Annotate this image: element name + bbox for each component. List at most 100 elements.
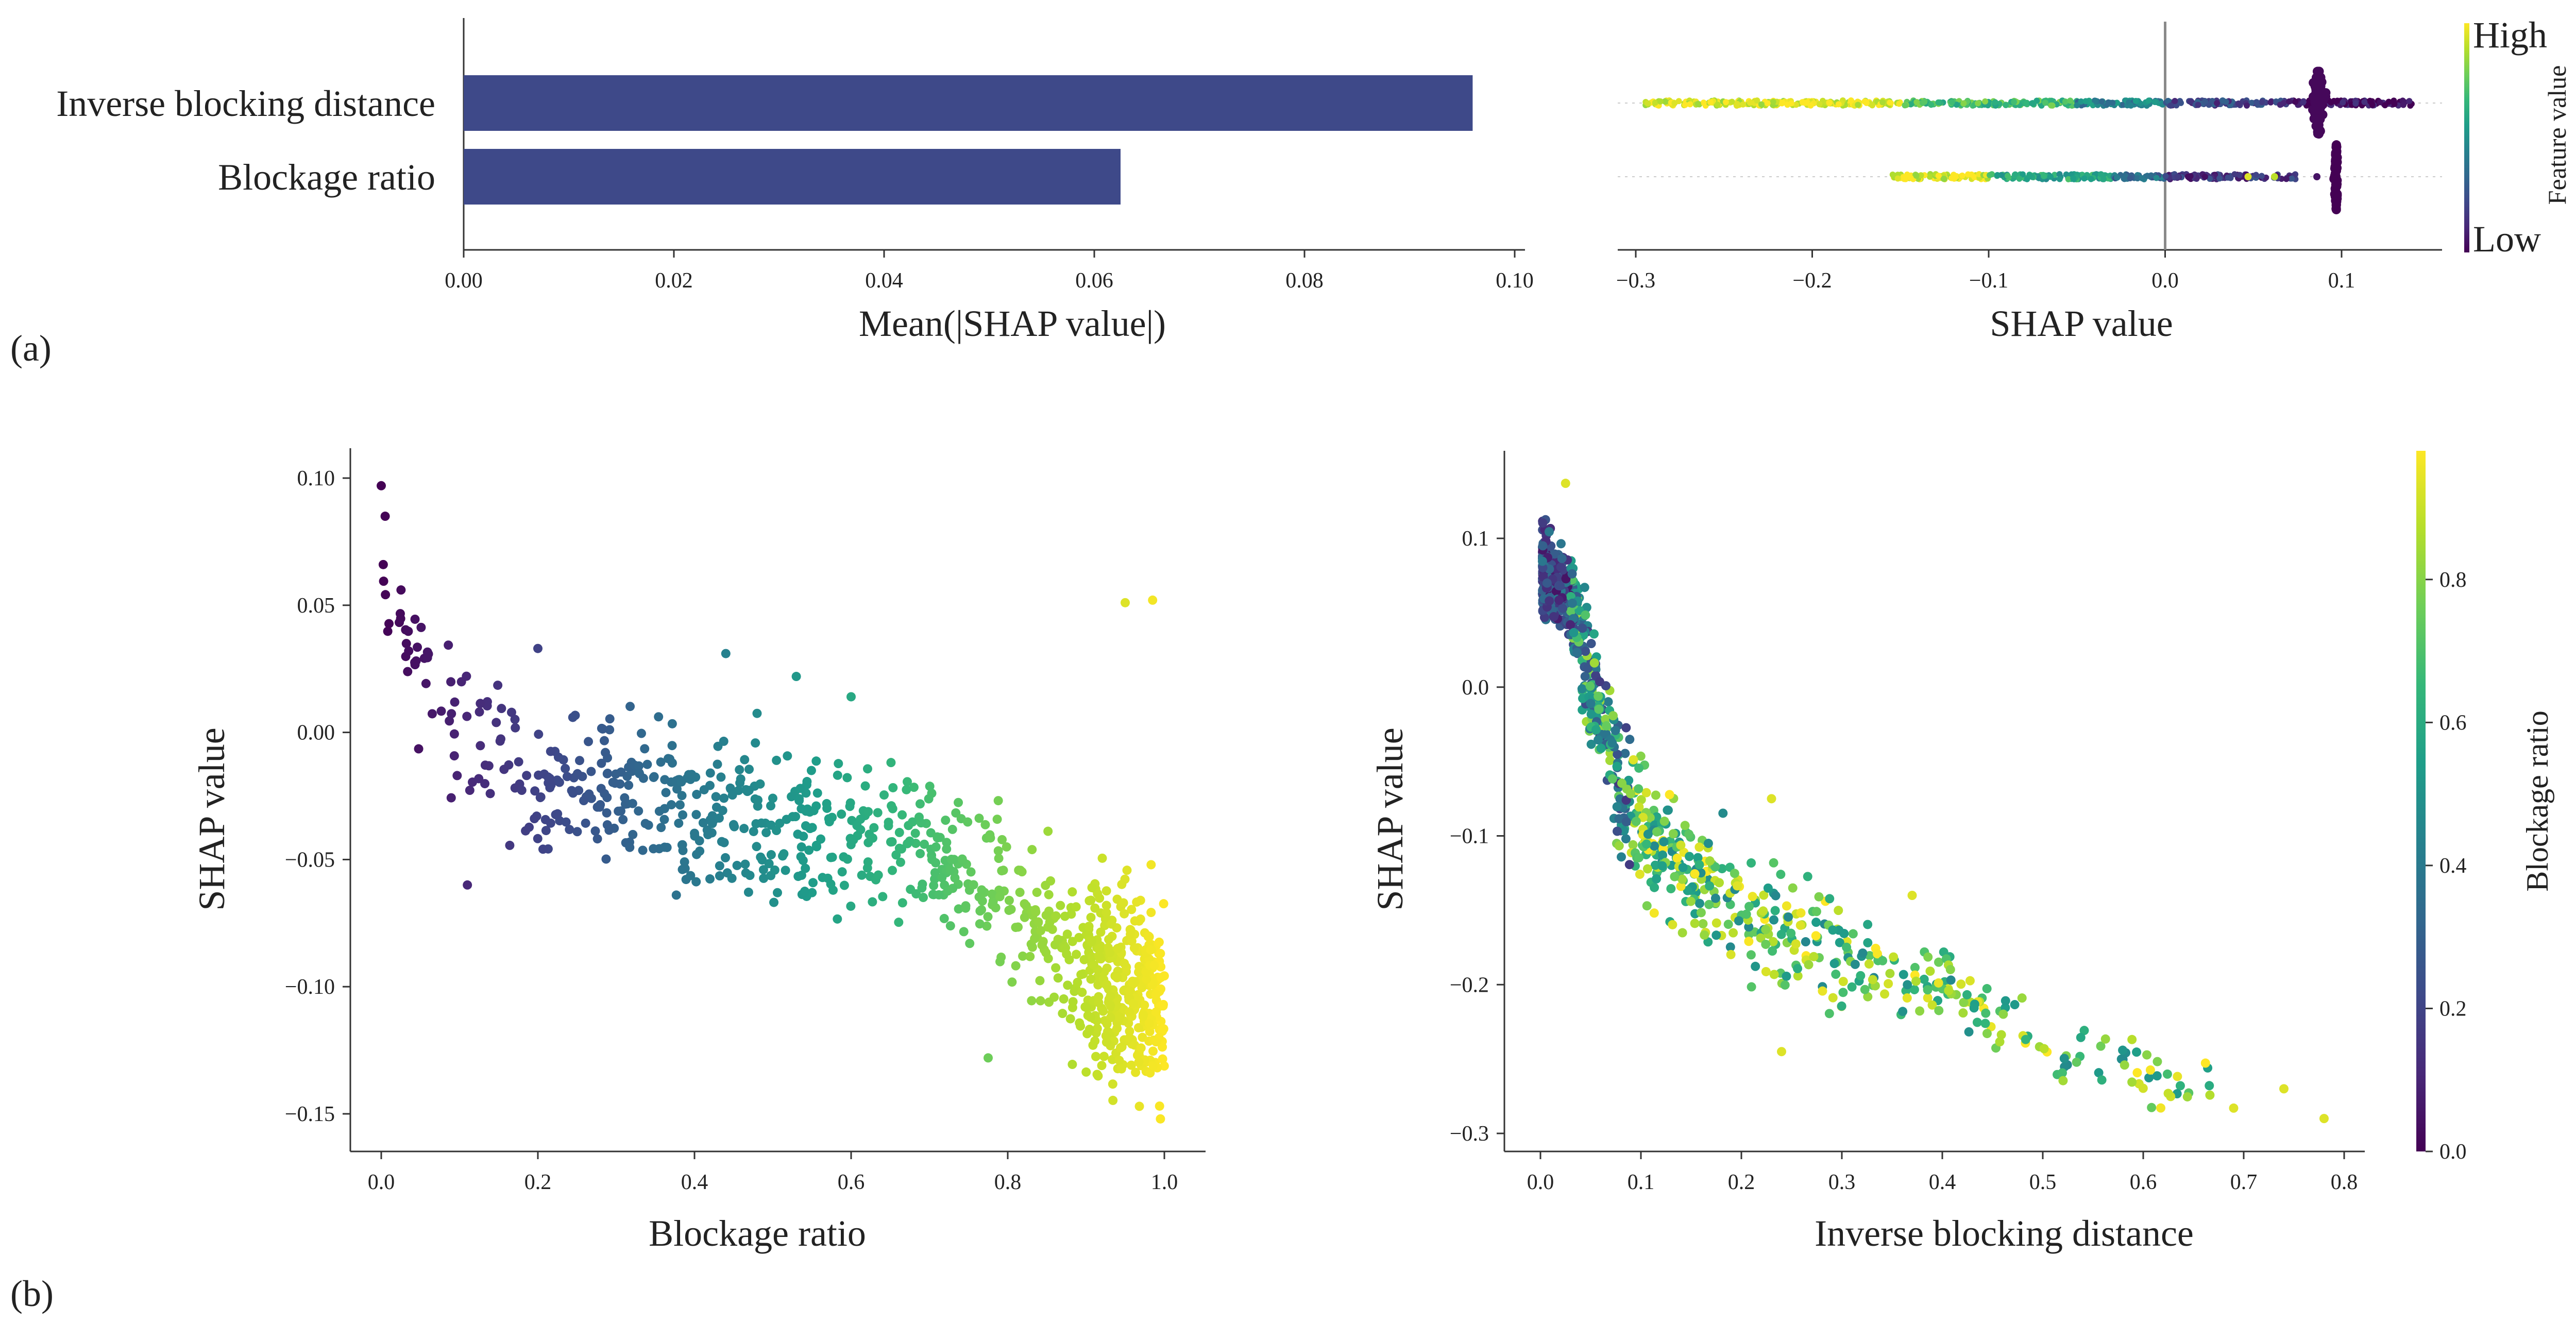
dep2-point-911 bbox=[1885, 969, 1895, 978]
beeswarm-point-927 bbox=[2153, 175, 2160, 181]
dep2-point-685 bbox=[1700, 930, 1709, 940]
dep1-point-471 bbox=[384, 619, 394, 629]
dep1-point-881 bbox=[449, 729, 459, 739]
dep2-point-945 bbox=[1696, 908, 1706, 918]
dep1-point-955 bbox=[984, 1053, 993, 1063]
dep1-point-929 bbox=[1036, 996, 1045, 1006]
beeswarm-point-199 bbox=[1714, 101, 1721, 108]
dep2-point-849 bbox=[1811, 931, 1821, 941]
beeswarm-point-349 bbox=[1921, 98, 1928, 105]
dep2-point-959 bbox=[1641, 839, 1651, 849]
dep1-point-209 bbox=[965, 939, 975, 948]
dep1-point-282 bbox=[903, 777, 912, 787]
dep2-point-735 bbox=[1595, 677, 1604, 687]
dep1-point-231 bbox=[1079, 955, 1089, 964]
dep2-point-42 bbox=[1711, 918, 1721, 928]
dep1-point-890 bbox=[1144, 1019, 1154, 1028]
beeswarm-point-881 bbox=[2056, 176, 2063, 182]
beeswarm-point-864 bbox=[2065, 176, 2072, 182]
dep2-point-650 bbox=[1964, 1027, 1974, 1037]
beeswarm-point-146 bbox=[1855, 101, 1861, 108]
dep1-point-943 bbox=[1094, 951, 1104, 961]
dep2-point-611 bbox=[2058, 1076, 2068, 1085]
dep1-point-19 bbox=[764, 859, 774, 869]
dep2-point-662 bbox=[1658, 850, 1668, 860]
dep1-point-850 bbox=[565, 825, 574, 835]
dep1-point-888 bbox=[800, 887, 810, 896]
dep2-point-961 bbox=[1621, 723, 1631, 733]
dep1-point-330 bbox=[868, 897, 877, 907]
dep2-point-201 bbox=[1795, 921, 1805, 930]
dep2-point-957 bbox=[1634, 763, 1644, 773]
dep1-point-848 bbox=[1124, 986, 1134, 996]
dep1-point-503 bbox=[379, 576, 388, 586]
dep2-point-349 bbox=[1945, 964, 1955, 974]
dep2-point-78 bbox=[1793, 971, 1803, 981]
dep1-point-153 bbox=[735, 765, 744, 775]
dep1-point-355 bbox=[1067, 887, 1077, 897]
dep1-y-axis-title: SHAP value bbox=[191, 727, 232, 910]
dep2-point-842 bbox=[1677, 874, 1687, 884]
beeswarm-point-418 bbox=[2128, 102, 2134, 109]
dep1-point-859 bbox=[775, 819, 785, 828]
dep2-point-925 bbox=[1594, 735, 1603, 745]
dep1-point-918 bbox=[801, 806, 811, 816]
beeswarm-point-132 bbox=[1722, 99, 1729, 106]
dep2-point-821 bbox=[1686, 896, 1696, 906]
dep2-point-800 bbox=[1809, 952, 1819, 961]
dep2-point-342 bbox=[1761, 966, 1771, 976]
beeswarm-point-519 bbox=[2235, 100, 2242, 107]
dep1-point-803 bbox=[1151, 990, 1161, 999]
dep2-y-axis-title: SHAP value bbox=[1369, 727, 1411, 910]
dep1-point-300 bbox=[649, 844, 658, 854]
dep2-point-659 bbox=[1703, 937, 1713, 947]
beeswarm-point-347 bbox=[1975, 100, 1981, 107]
dep1-point-476 bbox=[727, 873, 737, 883]
dep1-point-372 bbox=[413, 642, 422, 652]
dep2-point-867 bbox=[1643, 829, 1653, 839]
dep2-point-808 bbox=[1651, 790, 1660, 800]
dep2-colorbar-tick-label-1: 0.2 bbox=[2439, 997, 2467, 1021]
dep1-point-242 bbox=[983, 912, 993, 922]
dep1-point-787 bbox=[902, 785, 911, 794]
dep2-point-557 bbox=[1996, 1030, 2006, 1040]
dep2-point-921 bbox=[1676, 840, 1686, 850]
dep1-point-637 bbox=[604, 825, 614, 835]
dep1-point-474 bbox=[1112, 1024, 1122, 1033]
beeswarm-point-524 bbox=[2214, 100, 2221, 107]
dep1-point-867 bbox=[1146, 945, 1156, 955]
panel-label-b: (b) bbox=[10, 1273, 54, 1314]
dep1-point-699 bbox=[1106, 991, 1115, 1001]
dep2-point-131 bbox=[1860, 985, 1870, 994]
dep2-point-709 bbox=[1613, 826, 1622, 836]
dep1-point-804 bbox=[1151, 1007, 1161, 1017]
dep2-point-17 bbox=[2175, 1081, 2185, 1091]
dep2-colorbar-tick-label-3: 0.6 bbox=[2439, 711, 2467, 735]
dep2-point-641 bbox=[2120, 1060, 2129, 1070]
dep2-point-876 bbox=[1642, 864, 1652, 874]
dep1-point-59 bbox=[416, 622, 426, 632]
dep1-point-644 bbox=[603, 768, 613, 778]
dep1-point-649 bbox=[1114, 1056, 1124, 1065]
dep1-point-798 bbox=[476, 699, 485, 708]
dep1-point-678 bbox=[1114, 1012, 1124, 1022]
dep1-point-627 bbox=[581, 818, 590, 828]
dep2-point-283 bbox=[1636, 751, 1646, 761]
dep1-point-71 bbox=[421, 679, 431, 688]
dep1-point-791 bbox=[659, 815, 669, 824]
beeswarm-point-486 bbox=[2177, 98, 2183, 105]
dep1-point-629 bbox=[788, 812, 798, 822]
dep1-point-882 bbox=[1151, 1037, 1161, 1047]
beeswarm-point-517 bbox=[2259, 98, 2265, 105]
dep1-point-475 bbox=[554, 777, 564, 787]
dep2-point-572 bbox=[1650, 883, 1659, 892]
beeswarm-point-410 bbox=[2082, 98, 2089, 105]
dep1-point-741 bbox=[535, 793, 545, 803]
beeswarm-point-343 bbox=[1928, 101, 1935, 108]
dep1-point-770 bbox=[995, 957, 1005, 966]
dep1-point-828 bbox=[561, 817, 571, 827]
dep1-point-549 bbox=[410, 657, 420, 667]
dep1-point-428 bbox=[1074, 932, 1084, 942]
dep1-point-642 bbox=[410, 614, 420, 624]
dep1-point-197 bbox=[1127, 905, 1137, 914]
